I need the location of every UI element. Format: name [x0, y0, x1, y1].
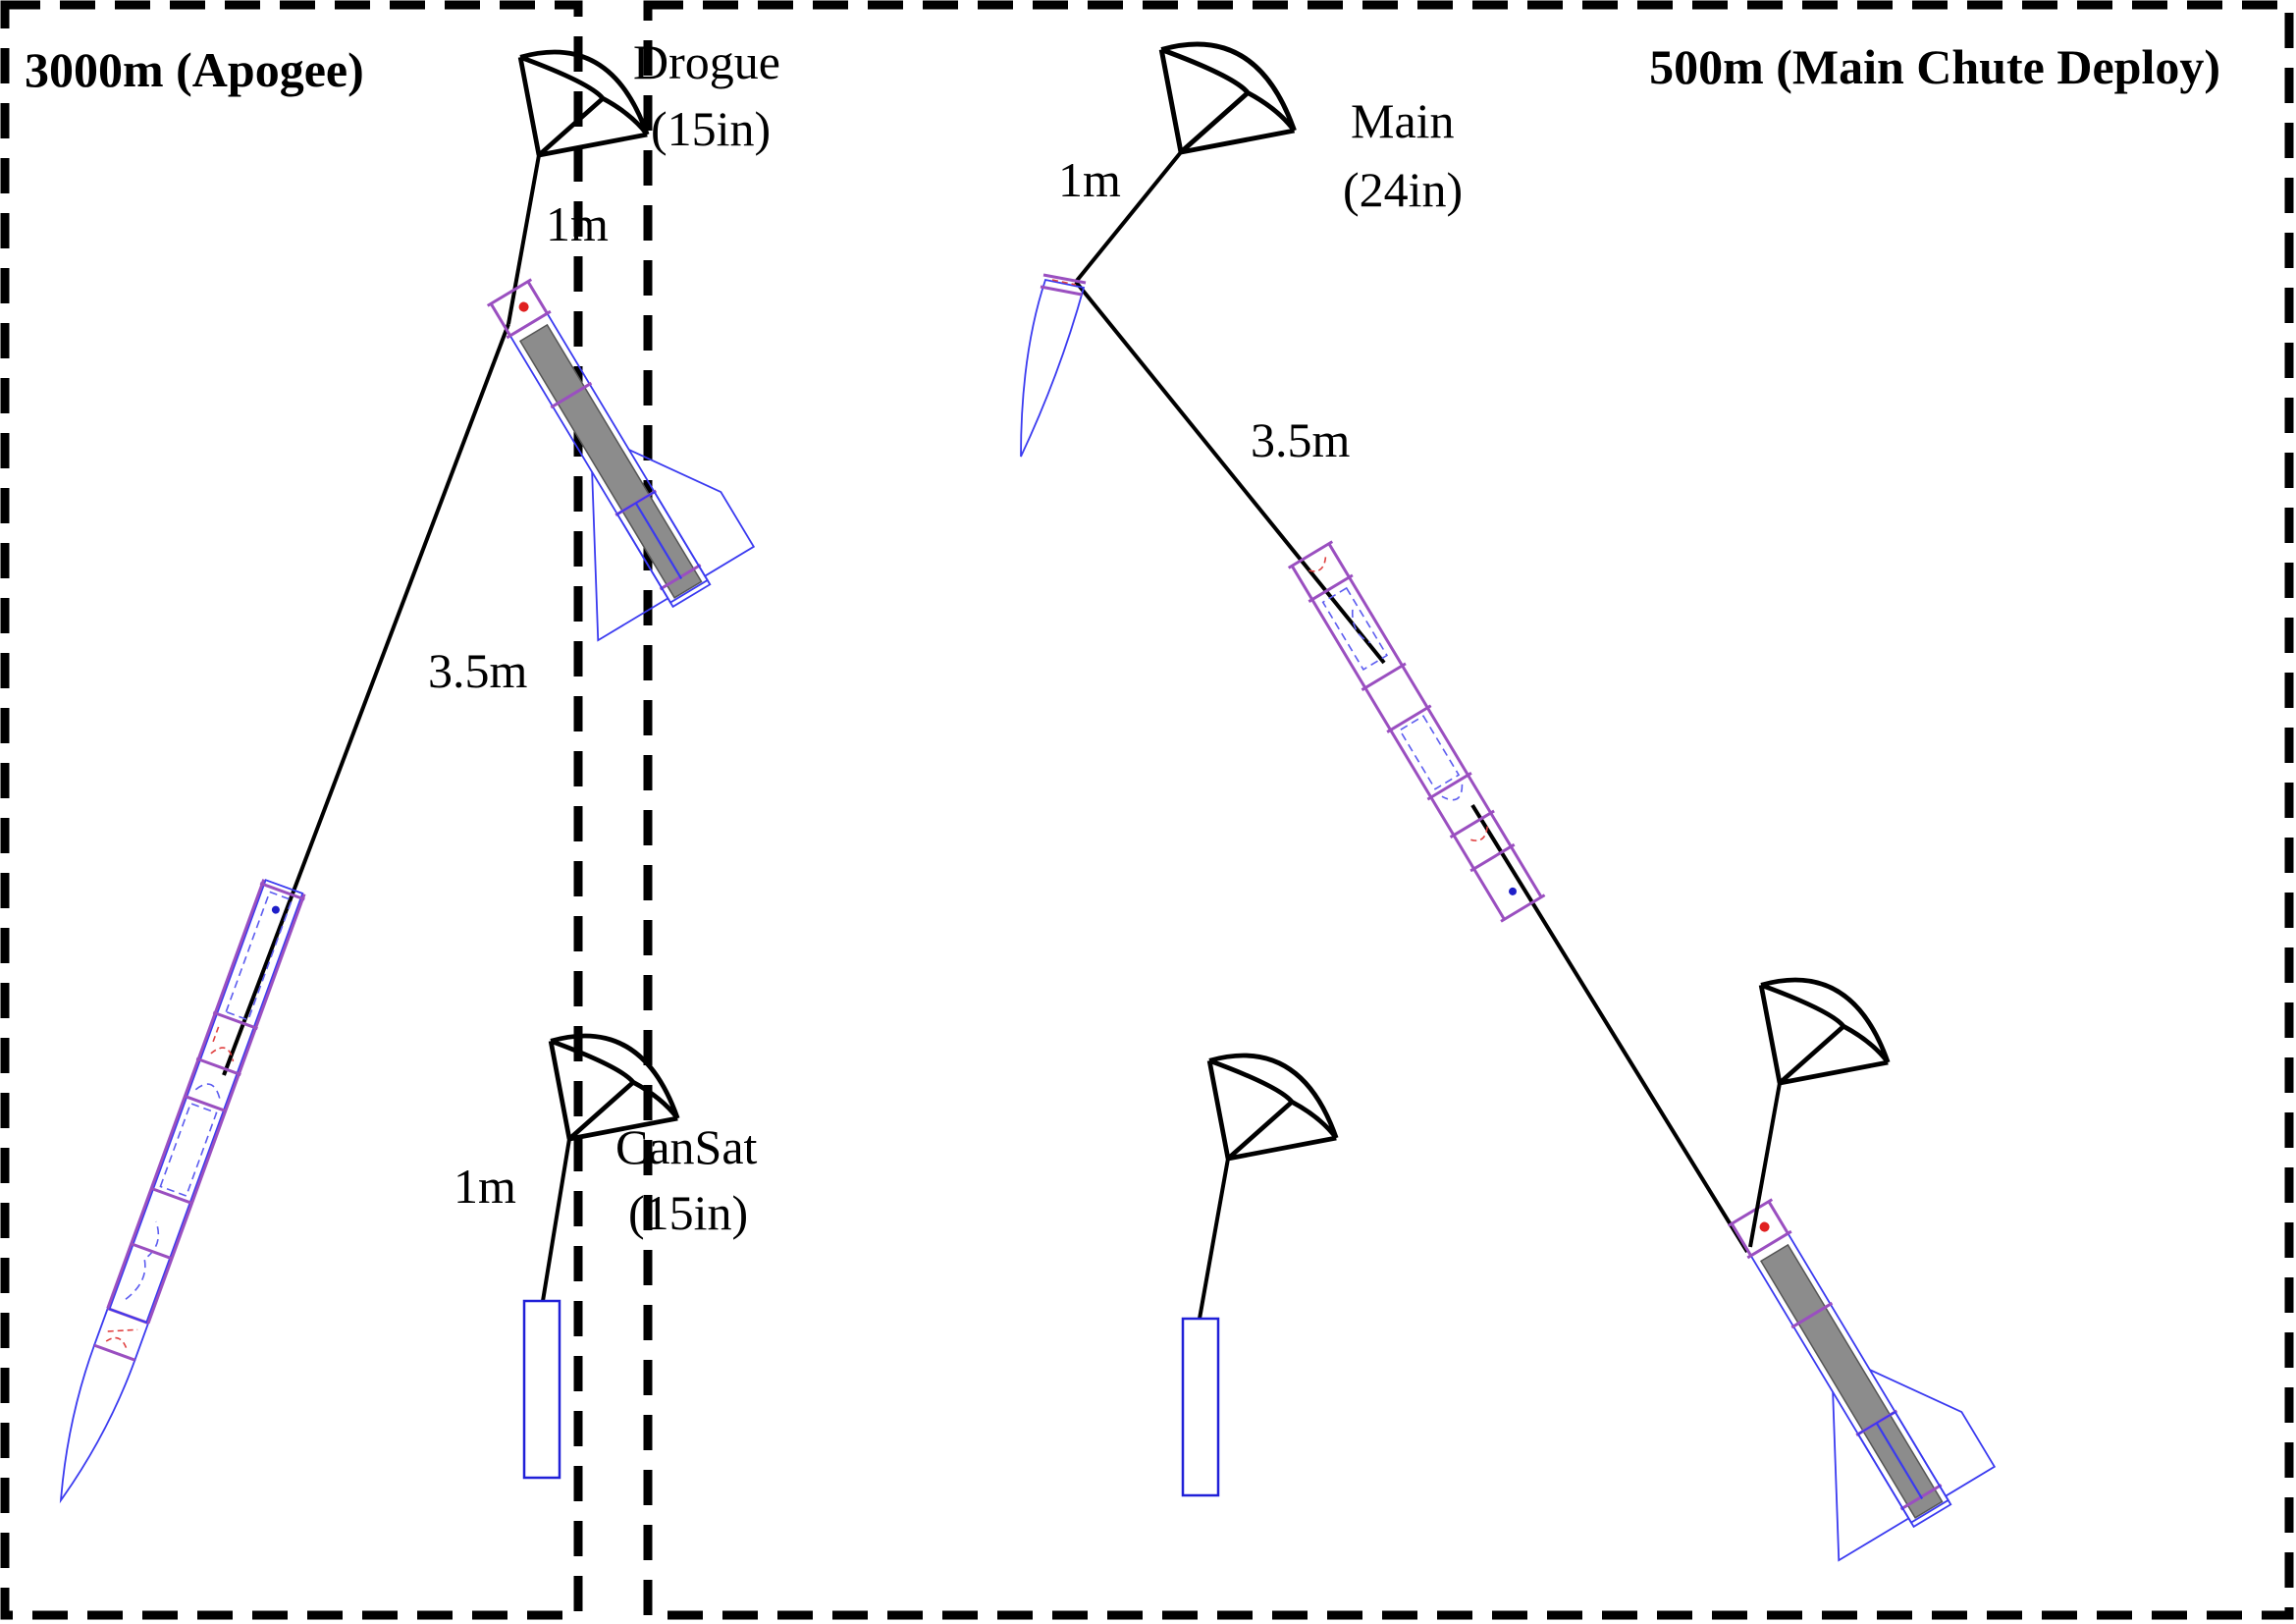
main-shock-cord-lower	[1470, 803, 1749, 1254]
apogee-shock-cord	[222, 323, 510, 1076]
main-label-line1: Main	[1351, 93, 1455, 148]
main-drogue-tether	[1748, 1082, 1782, 1248]
main-deploy-panel-title: 500m (Main Chute Deploy)	[1649, 39, 2220, 94]
apogee-shock-cord-label: 3.5m	[428, 643, 528, 698]
apogee-booster-section	[419, 250, 761, 651]
main-label-line2: (24in)	[1343, 162, 1463, 217]
main-shock-cord-label: 3.5m	[1251, 412, 1351, 467]
main-booster-section	[1660, 1170, 2002, 1571]
cansat-tether-label: 1m	[454, 1159, 516, 1214]
drogue-label-line2: (15in)	[651, 101, 771, 156]
apogee-upper-section	[36, 877, 308, 1510]
main-cansat-body	[1181, 1317, 1220, 1497]
main-drogue-parachute	[1761, 980, 1888, 1083]
drogue-label-line1: Drogue	[633, 34, 780, 89]
apogee-panel-title: 3000m (Apogee)	[25, 42, 364, 97]
cansat-label-line2: (15in)	[628, 1185, 748, 1240]
main-parachute	[1161, 44, 1294, 152]
main-deploy-configuration	[1020, 44, 2002, 1571]
apogee-panel-frame	[0, 0, 583, 1620]
cansat-label-line1: CanSat	[615, 1119, 758, 1174]
main-deploy-panel-frame	[643, 0, 2294, 1620]
main-cansat-parachute	[1209, 1056, 1336, 1159]
drogue-tether	[507, 154, 541, 325]
main-tether	[1074, 150, 1183, 284]
drogue-tether-label: 1m	[546, 196, 609, 251]
main-tether-label: 1m	[1058, 152, 1121, 207]
main-cansat-tether	[1198, 1158, 1230, 1320]
main-nose-cone	[1020, 273, 1087, 458]
cansat-tether	[541, 1138, 571, 1302]
drogue-parachute	[520, 52, 647, 155]
main-payload-section	[1287, 540, 1546, 923]
apogee-configuration	[36, 52, 761, 1510]
main-shock-cord	[1074, 280, 1386, 665]
cansat-body	[522, 1299, 561, 1480]
